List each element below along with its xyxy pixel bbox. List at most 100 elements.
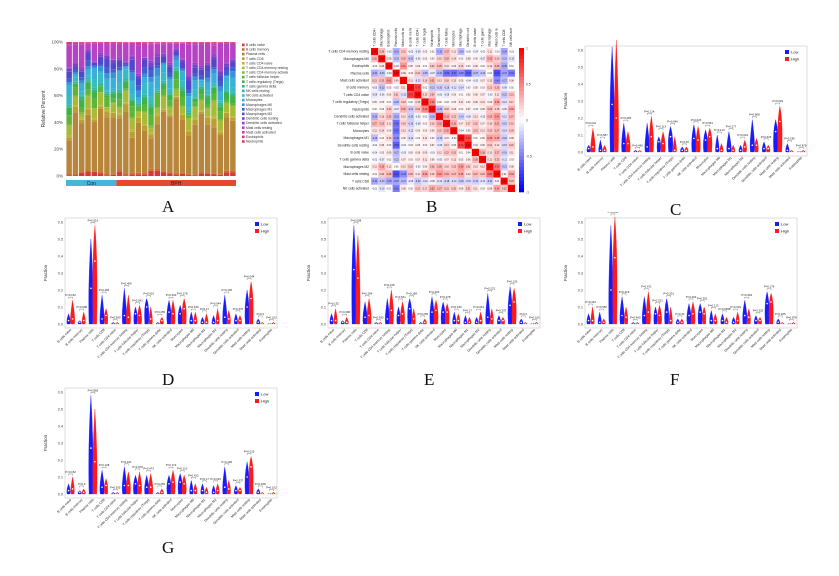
significance-bracket — [763, 138, 769, 141]
cell-value: -0.34 — [502, 51, 508, 53]
cell-value: -0.23 — [379, 181, 385, 183]
heatmap-cell — [450, 156, 458, 164]
bar-segment — [167, 77, 173, 80]
bar-segment — [85, 170, 91, 173]
heatmap-cell — [464, 76, 472, 84]
bar-segment — [192, 76, 198, 81]
bar-segment — [85, 52, 91, 61]
bar-segment — [230, 77, 236, 88]
cell-value: 0.07 — [416, 159, 421, 161]
heatmap-cell — [407, 55, 415, 63]
heatmap-cell — [471, 98, 479, 106]
column-label: Dendritic cells resting — [466, 28, 470, 47]
heatmap-cell — [399, 91, 407, 99]
legend-swatch — [242, 121, 245, 125]
heatmap-cell — [493, 84, 501, 92]
violin-shape — [738, 144, 743, 153]
median-dot — [714, 319, 717, 322]
significance-bracket — [409, 295, 414, 297]
p-value-label: P=0.100 — [222, 460, 233, 464]
violin-shape — [226, 309, 231, 325]
heatmap-cell — [385, 127, 393, 135]
bar-segment — [198, 111, 205, 114]
violin-shape — [81, 311, 86, 325]
heatmap-cell — [500, 98, 508, 106]
violin-shape — [193, 483, 198, 495]
significance-bracket — [387, 286, 392, 289]
median-dot — [190, 319, 193, 322]
cell-value: 0.09 — [452, 109, 457, 111]
bar-segment — [211, 56, 217, 60]
cell-value: 0.06 — [423, 167, 428, 169]
panel-f-violin: Fraction 0.0 0.1 0.2 0.3 0.4 0.5 0.6 Low High P=0.… — [555, 210, 815, 377]
cell-value: 0.06 — [416, 131, 421, 133]
bar-segment — [186, 135, 192, 175]
median-dot — [424, 321, 426, 324]
heatmap-cell — [479, 76, 487, 84]
bar-segment — [192, 106, 198, 108]
heatmap-cell — [486, 127, 494, 135]
heatmap-cell — [507, 84, 515, 92]
cell-value: -0.05 — [473, 80, 479, 82]
cell-value: -0.14 — [408, 138, 414, 140]
cell-value: 1.00 — [509, 188, 514, 190]
heatmap-cell — [421, 127, 429, 135]
bar-segment — [186, 80, 192, 90]
legend-label: T cells follicular helper — [246, 75, 280, 79]
p-value-label: P=0.188 — [255, 482, 266, 486]
heatmap-cell — [479, 48, 487, 56]
bar-segment — [123, 64, 129, 67]
violin-shape — [746, 308, 751, 325]
heatmap-cell — [385, 55, 393, 63]
cell-value: 0.04 — [466, 152, 471, 154]
bar-segment — [78, 95, 85, 97]
cell-value: 0.23 — [495, 159, 500, 161]
cell-value: 0.21 — [509, 123, 514, 125]
cell-value: 0.12 — [437, 152, 442, 154]
violin-shape — [351, 225, 357, 325]
significance-bracket — [621, 293, 627, 296]
p-value-label: P=0.026 — [691, 118, 702, 122]
heatmap-cell — [407, 98, 415, 106]
cell-value: -0.04 — [466, 80, 472, 82]
heatmap-cell — [471, 120, 479, 128]
violin-shape — [148, 306, 153, 325]
cell-value: -0.27 — [394, 152, 400, 154]
heatmap-cell — [378, 112, 386, 120]
cell-value: 0.14 — [452, 59, 457, 61]
bar-segment — [110, 72, 116, 79]
violin-shape — [703, 129, 708, 153]
p-value-label: P=0.019 — [143, 292, 154, 296]
bar-segment — [141, 173, 148, 175]
median-dot — [457, 319, 460, 322]
p-value-label: P=0.152 — [65, 470, 76, 474]
cell-value: 1.00 — [423, 102, 428, 104]
bar-segment — [217, 121, 224, 131]
column-label: NK cells activated — [509, 28, 513, 47]
cell-value: 0.20 — [495, 59, 500, 61]
violin-shape — [215, 483, 220, 495]
significance-bracket — [146, 470, 151, 473]
heatmap-cell — [399, 156, 407, 164]
bar-segment — [135, 73, 142, 76]
median-dot — [412, 318, 415, 320]
panel-label-c: C — [670, 200, 682, 219]
cell-value: -0.20 — [437, 87, 443, 89]
median-dot — [475, 321, 478, 324]
heatmap-cell — [450, 76, 458, 84]
violin-shape — [731, 144, 736, 153]
cell-value: -0.26 — [372, 138, 378, 140]
cell-value: -0.21 — [430, 87, 436, 89]
bar-segment — [230, 71, 236, 78]
legend-swatch-high — [518, 229, 522, 233]
p-value-label: P=0.029 — [773, 99, 784, 103]
median-dot — [105, 314, 107, 317]
cell-value: 0.26 — [372, 59, 377, 61]
median-dot — [261, 493, 264, 495]
median-dot — [725, 321, 728, 324]
heatmap-cell — [457, 76, 465, 84]
median-dot — [101, 318, 103, 320]
median-dot — [149, 486, 152, 488]
p-value-label: P=0.185 — [784, 137, 795, 141]
bar-segment — [204, 77, 211, 82]
